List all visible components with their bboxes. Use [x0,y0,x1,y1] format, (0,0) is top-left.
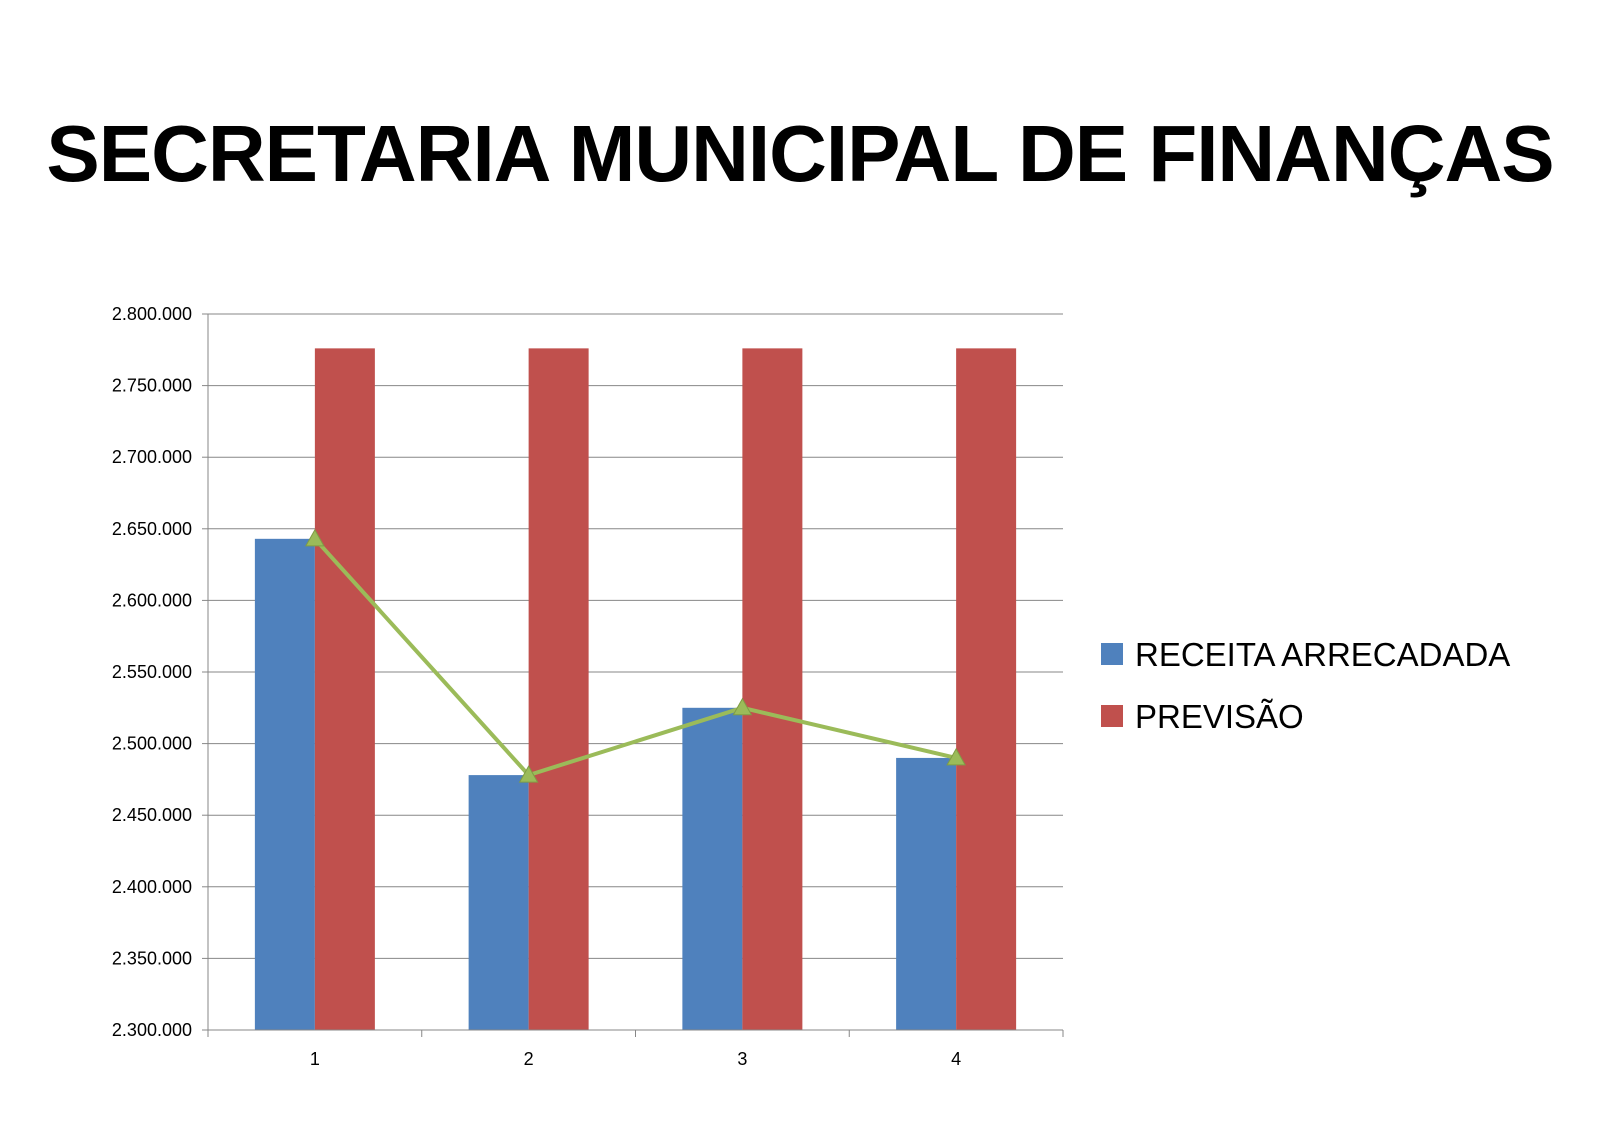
legend-label-0: RECEITA ARRECADADA [1135,636,1510,673]
legend: RECEITA ARRECADADA PREVISÃO [1101,636,1510,735]
axes: 2.300.000 2.350.000 2.400.000 2.450.000 2.50… [112,304,1064,1069]
legend-swatch-0 [1101,643,1123,665]
bar-receita-1 [254,538,315,1030]
y-tick-label: 2.700.000 [112,447,192,467]
trend-marker-4 [946,747,966,766]
bar-previsao-4 [956,348,1017,1030]
x-tick-label: 1 [310,1049,320,1069]
y-tick-label: 2.750.000 [112,376,192,396]
y-tick-label: 2.350.000 [112,948,192,968]
trend-marker-1 [305,528,325,547]
bar-previsao-3 [742,348,803,1030]
bar-previsao-2 [528,348,589,1030]
legend-label-1: PREVISÃO [1135,698,1304,735]
y-tick-label: 2.650.000 [112,519,192,539]
y-tick-label: 2.500.000 [112,734,192,754]
legend-swatch-1 [1101,705,1123,727]
y-tick-label: 2.450.000 [112,805,192,825]
x-tick-label: 2 [524,1049,534,1069]
x-tick-label: 4 [951,1049,961,1069]
y-tick-label: 2.800.000 [112,304,192,324]
bar-receita-3 [682,707,743,1030]
bar-previsao-1 [314,348,375,1030]
trend-marker-2 [518,765,539,783]
y-tick-label: 2.600.000 [112,590,192,610]
trend-line-path [313,537,957,778]
trend-marker-3 [732,697,753,716]
trend-line [305,528,966,783]
bar-receita-4 [896,757,957,1030]
x-tick-label: 3 [737,1049,747,1069]
bar-receita-2 [468,775,529,1030]
slide-title: SECRETARIA MUNICIPAL DE FINANÇAS [46,109,1554,198]
y-tick-label: 2.400.000 [112,877,192,897]
y-tick-label: 2.300.000 [112,1020,192,1040]
y-tick-label: 2.550.000 [112,662,192,682]
bars [254,348,1017,1030]
